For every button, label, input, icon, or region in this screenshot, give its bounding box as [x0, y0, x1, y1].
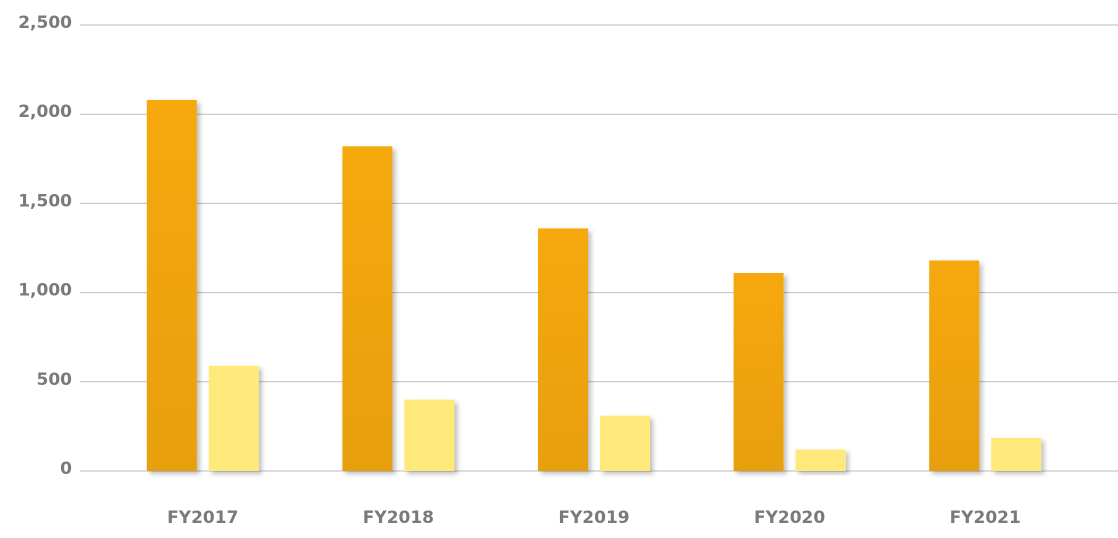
bar	[208, 365, 259, 471]
y-tick-label: 500	[37, 370, 73, 390]
x-tick-label: FY2017	[167, 508, 238, 528]
bar	[146, 99, 197, 471]
bar	[538, 228, 588, 471]
bar	[600, 415, 650, 471]
bar	[991, 437, 1042, 471]
x-tick-label: FY2020	[754, 508, 825, 528]
y-tick-label: 2,000	[18, 102, 72, 122]
y-tick-label: 0	[60, 459, 72, 479]
y-tick-label: 1,000	[18, 281, 72, 301]
y-tick-label: 1,500	[18, 191, 72, 211]
x-tick-label: FY2019	[558, 508, 629, 528]
y-tick-label: 2,500	[18, 13, 72, 33]
bar	[795, 449, 846, 471]
bar	[342, 146, 393, 471]
bar	[733, 272, 784, 471]
bar	[929, 260, 980, 471]
x-tick-label: FY2018	[363, 508, 434, 528]
x-tick-label: FY2021	[950, 508, 1021, 528]
bar	[404, 399, 455, 471]
